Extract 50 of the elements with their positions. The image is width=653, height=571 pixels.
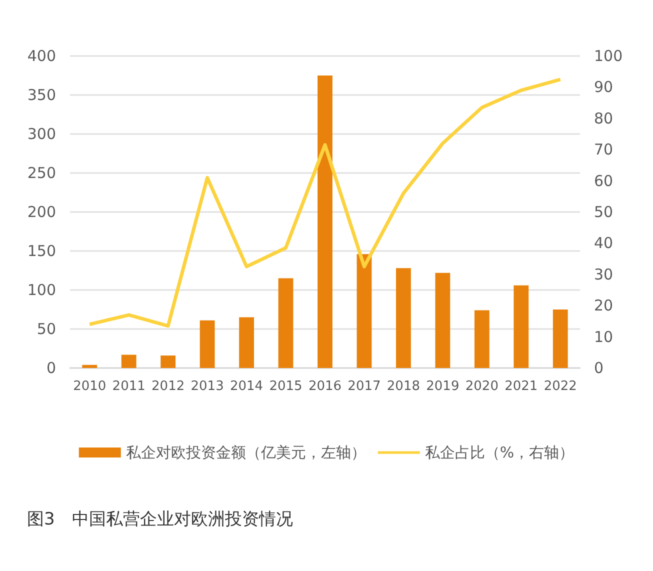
y2-tick-label: 0 xyxy=(594,359,604,377)
y-tick-label: 250 xyxy=(27,164,56,182)
bar xyxy=(514,285,529,368)
bar xyxy=(435,272,450,368)
bar xyxy=(318,76,332,368)
line-series xyxy=(88,78,562,328)
y2-tick-label: 10 xyxy=(594,328,614,346)
text: 图3 中国私营企业对欧洲投资情况 xyxy=(27,510,293,530)
bar xyxy=(200,320,215,368)
bar xyxy=(474,310,490,368)
y-tick-label: 300 xyxy=(27,125,56,143)
bar xyxy=(160,356,176,368)
y2-tick-label: 90 xyxy=(594,78,614,96)
x-tick-label: 2019 xyxy=(426,379,460,394)
x-tick-label: 2018 xyxy=(386,379,420,394)
legend-label: 私企占比（%，右轴） xyxy=(424,444,574,462)
x-tick-label: 2013 xyxy=(190,379,224,394)
x-tick-label: 2015 xyxy=(269,379,302,394)
x-tick-label: 2011 xyxy=(112,379,146,394)
y-tick-label: 100 xyxy=(27,281,56,299)
bar xyxy=(239,317,254,368)
x-tick-label: 2016 xyxy=(308,379,342,394)
x-tick-label: 2010 xyxy=(73,379,106,394)
y2-tick-label: 50 xyxy=(594,203,614,221)
y2-tick-label: 60 xyxy=(594,172,614,190)
y-tick-label: 150 xyxy=(27,242,56,260)
x-tick-label: 2014 xyxy=(230,379,264,394)
x-tick-label: 2021 xyxy=(504,379,538,394)
y2-tick-label: 70 xyxy=(594,140,614,159)
bar xyxy=(356,254,372,368)
y2-tick-label: 80 xyxy=(594,109,614,128)
y2-tick-label: 100 xyxy=(594,47,623,65)
x-tick-label: 2012 xyxy=(152,379,185,394)
bar xyxy=(278,278,294,368)
y2-tick-label: 20 xyxy=(594,296,614,315)
bar xyxy=(82,364,98,368)
x-tick-label: 2022 xyxy=(544,379,577,394)
legend-label: 私企对欧投资金额（亿美元，左轴） xyxy=(126,444,366,462)
x-tick-label: 2017 xyxy=(348,379,381,394)
bar xyxy=(396,268,411,368)
y-tick-label: 400 xyxy=(27,47,56,65)
bar xyxy=(121,354,136,368)
y-tick-label: 50 xyxy=(36,320,56,338)
y2-tick-label: 30 xyxy=(594,265,614,284)
y-tick-label: 0 xyxy=(46,359,56,377)
bar xyxy=(552,310,568,368)
y-tick-label: 200 xyxy=(27,203,56,221)
x-tick-label: 2020 xyxy=(465,379,498,394)
y-tick-label: 350 xyxy=(27,86,56,104)
y2-tick-label: 40 xyxy=(594,234,614,252)
